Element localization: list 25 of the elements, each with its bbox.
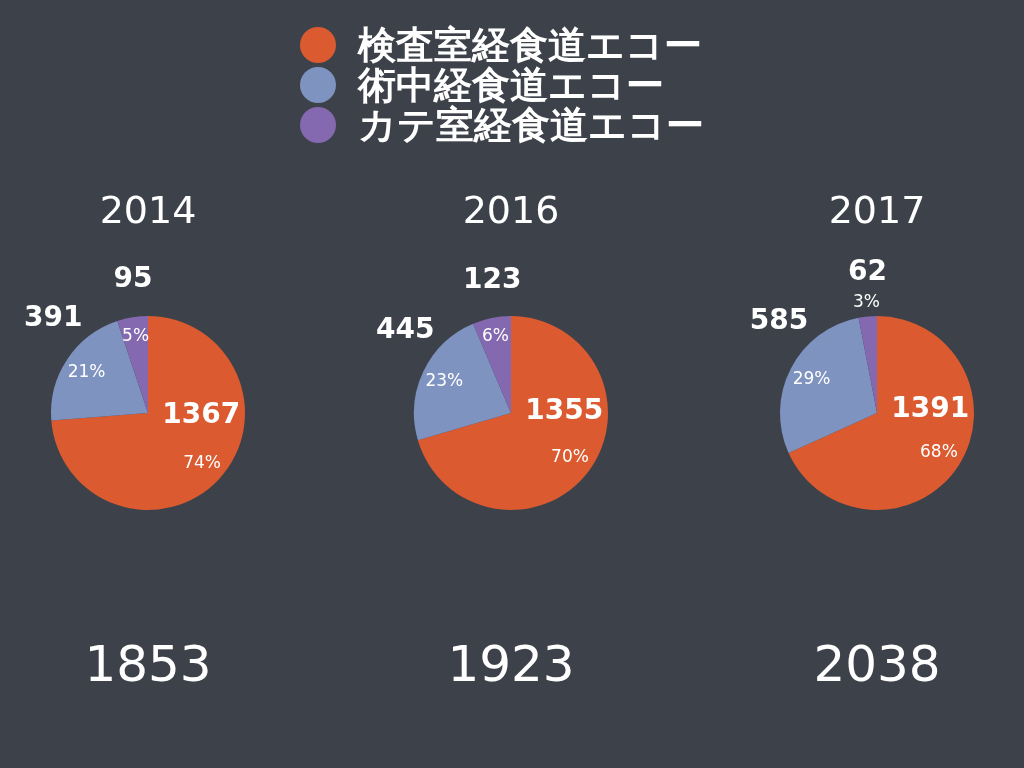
text: 74% [183,451,221,472]
data-label: 391 [24,299,83,333]
text: 70% [551,445,589,466]
text: 2038 [812,634,942,695]
text: 29% [792,367,831,388]
chart-title: 2014 [98,187,198,234]
data-label: 1355 [525,393,604,427]
data-label: 1391 [891,390,970,424]
text: 68% [920,441,958,462]
text: 1923 [446,634,576,695]
text: 6% [482,325,509,346]
text: 3% [852,291,880,312]
data-label: 585 [749,303,809,337]
legend-label: カテ室経食道エコー [358,103,704,147]
text: 1853 [83,634,213,695]
data-label: 1367 [162,397,241,431]
legend-label: 検査室経食道エコー [358,23,702,67]
text: 21% [67,360,106,381]
chart-title: 2017 [827,187,927,234]
text: 2016 [461,187,561,234]
data-label: 445 [376,312,435,346]
data-label: 62 [848,253,888,287]
text: 23% [425,369,464,390]
data-label: 123 [463,261,522,295]
data-label: 95 [113,261,153,295]
